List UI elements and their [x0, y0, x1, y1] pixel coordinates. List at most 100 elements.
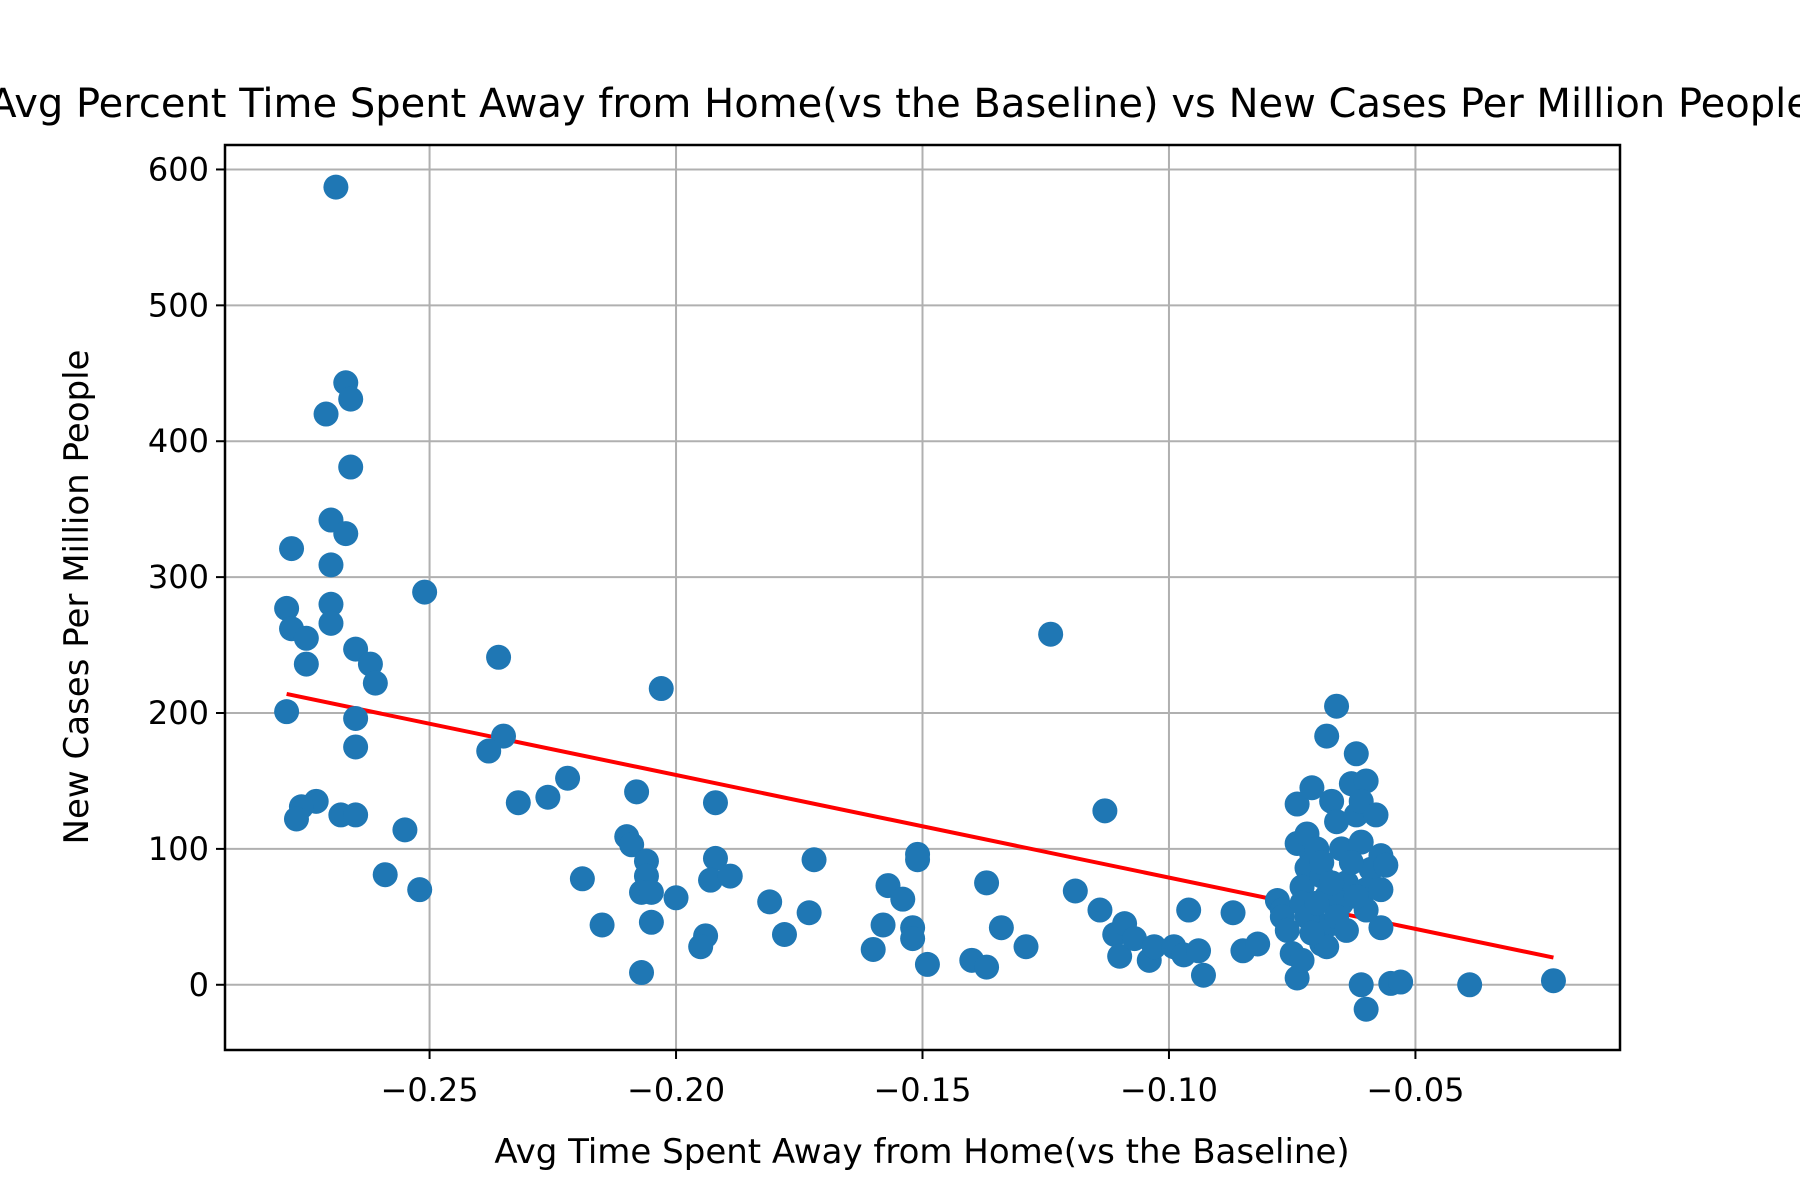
x-tick-label: −0.15: [873, 1071, 971, 1109]
data-point: [619, 832, 645, 858]
data-point: [535, 784, 561, 810]
data-point: [323, 174, 349, 200]
data-point: [1343, 883, 1369, 909]
data-point: [1220, 900, 1246, 926]
data-point: [1274, 917, 1300, 943]
points-layer: [274, 174, 1566, 1022]
data-point: [771, 921, 797, 947]
data-point: [318, 591, 344, 617]
data-point: [392, 817, 418, 843]
data-point: [890, 886, 916, 912]
data-point: [1348, 829, 1374, 855]
data-point: [569, 866, 595, 892]
data-point: [638, 879, 664, 905]
data-point: [870, 912, 896, 938]
data-point: [1299, 775, 1325, 801]
data-point: [1141, 934, 1167, 960]
data-point: [629, 960, 655, 986]
y-tick-label: 0: [189, 966, 209, 1004]
data-point: [372, 862, 398, 888]
data-point: [1348, 972, 1374, 998]
data-point: [1186, 938, 1212, 964]
data-point: [333, 521, 359, 547]
x-tick-label: −0.10: [1120, 1071, 1218, 1109]
y-axis-label: New Cases Per Million People: [57, 350, 97, 845]
data-point: [1245, 931, 1271, 957]
data-point: [1363, 802, 1389, 828]
x-tick-label: −0.25: [381, 1071, 479, 1109]
data-point: [476, 738, 502, 764]
data-point: [974, 954, 1000, 980]
data-point: [860, 936, 886, 962]
data-point: [1107, 943, 1133, 969]
data-point: [407, 877, 433, 903]
data-point: [1176, 897, 1202, 923]
data-point: [1087, 897, 1113, 923]
data-point: [343, 802, 369, 828]
y-tick-label: 200: [148, 694, 209, 732]
data-point: [1457, 972, 1483, 998]
data-point: [1092, 798, 1118, 824]
data-point: [905, 847, 931, 873]
y-tick-label: 300: [148, 558, 209, 596]
x-axis-label: Avg Time Spent Away from Home(vs the Bas…: [494, 1132, 1349, 1172]
data-point: [1319, 788, 1345, 814]
data-point: [343, 734, 369, 760]
data-point: [1368, 877, 1394, 903]
data-point: [900, 926, 926, 952]
data-point: [1343, 741, 1369, 767]
data-point: [412, 579, 438, 605]
data-point: [1062, 878, 1088, 904]
data-point: [1190, 962, 1216, 988]
data-point: [702, 790, 728, 816]
data-point: [638, 909, 664, 935]
data-point: [589, 912, 615, 938]
y-tick-label: 400: [148, 422, 209, 460]
data-point: [313, 401, 339, 427]
data-point: [698, 867, 724, 893]
data-point: [1304, 890, 1330, 916]
data-point: [1388, 969, 1414, 995]
x-tick-label: −0.05: [1366, 1071, 1464, 1109]
data-point: [279, 536, 305, 562]
data-point: [663, 885, 689, 911]
data-point: [505, 790, 531, 816]
data-point: [357, 651, 383, 677]
data-point: [988, 915, 1014, 941]
data-point: [1324, 693, 1350, 719]
data-point: [648, 676, 674, 702]
data-point: [283, 806, 309, 832]
data-point: [274, 595, 300, 621]
x-tick-label: −0.20: [627, 1071, 725, 1109]
data-point: [914, 951, 940, 977]
data-point: [338, 386, 364, 412]
x-axis: −0.25 −0.20 −0.15 −0.10 −0.05: [381, 1050, 1464, 1109]
data-point: [796, 900, 822, 926]
data-point: [1038, 621, 1064, 647]
data-point: [1314, 723, 1340, 749]
data-point: [1353, 996, 1379, 1022]
data-point: [343, 705, 369, 731]
data-point: [362, 670, 388, 696]
data-point: [486, 644, 512, 670]
data-point: [1324, 809, 1350, 835]
data-point: [318, 610, 344, 636]
data-point: [1368, 915, 1394, 941]
data-point: [1284, 791, 1310, 817]
data-point: [1121, 926, 1147, 952]
data-point: [293, 625, 319, 651]
data-point: [1540, 968, 1566, 994]
data-point: [801, 847, 827, 873]
data-point: [1353, 768, 1379, 794]
y-tick-label: 600: [148, 150, 209, 188]
data-point: [1319, 870, 1345, 896]
grid: [225, 145, 1620, 1050]
y-tick-label: 500: [148, 286, 209, 324]
chart-title: Avg Percent Time Spent Away from Home(vs…: [0, 81, 1800, 127]
data-point: [702, 845, 728, 871]
data-point: [1013, 934, 1039, 960]
data-point: [274, 699, 300, 725]
data-point: [624, 779, 650, 805]
data-point: [293, 651, 319, 677]
data-point: [1333, 917, 1359, 943]
